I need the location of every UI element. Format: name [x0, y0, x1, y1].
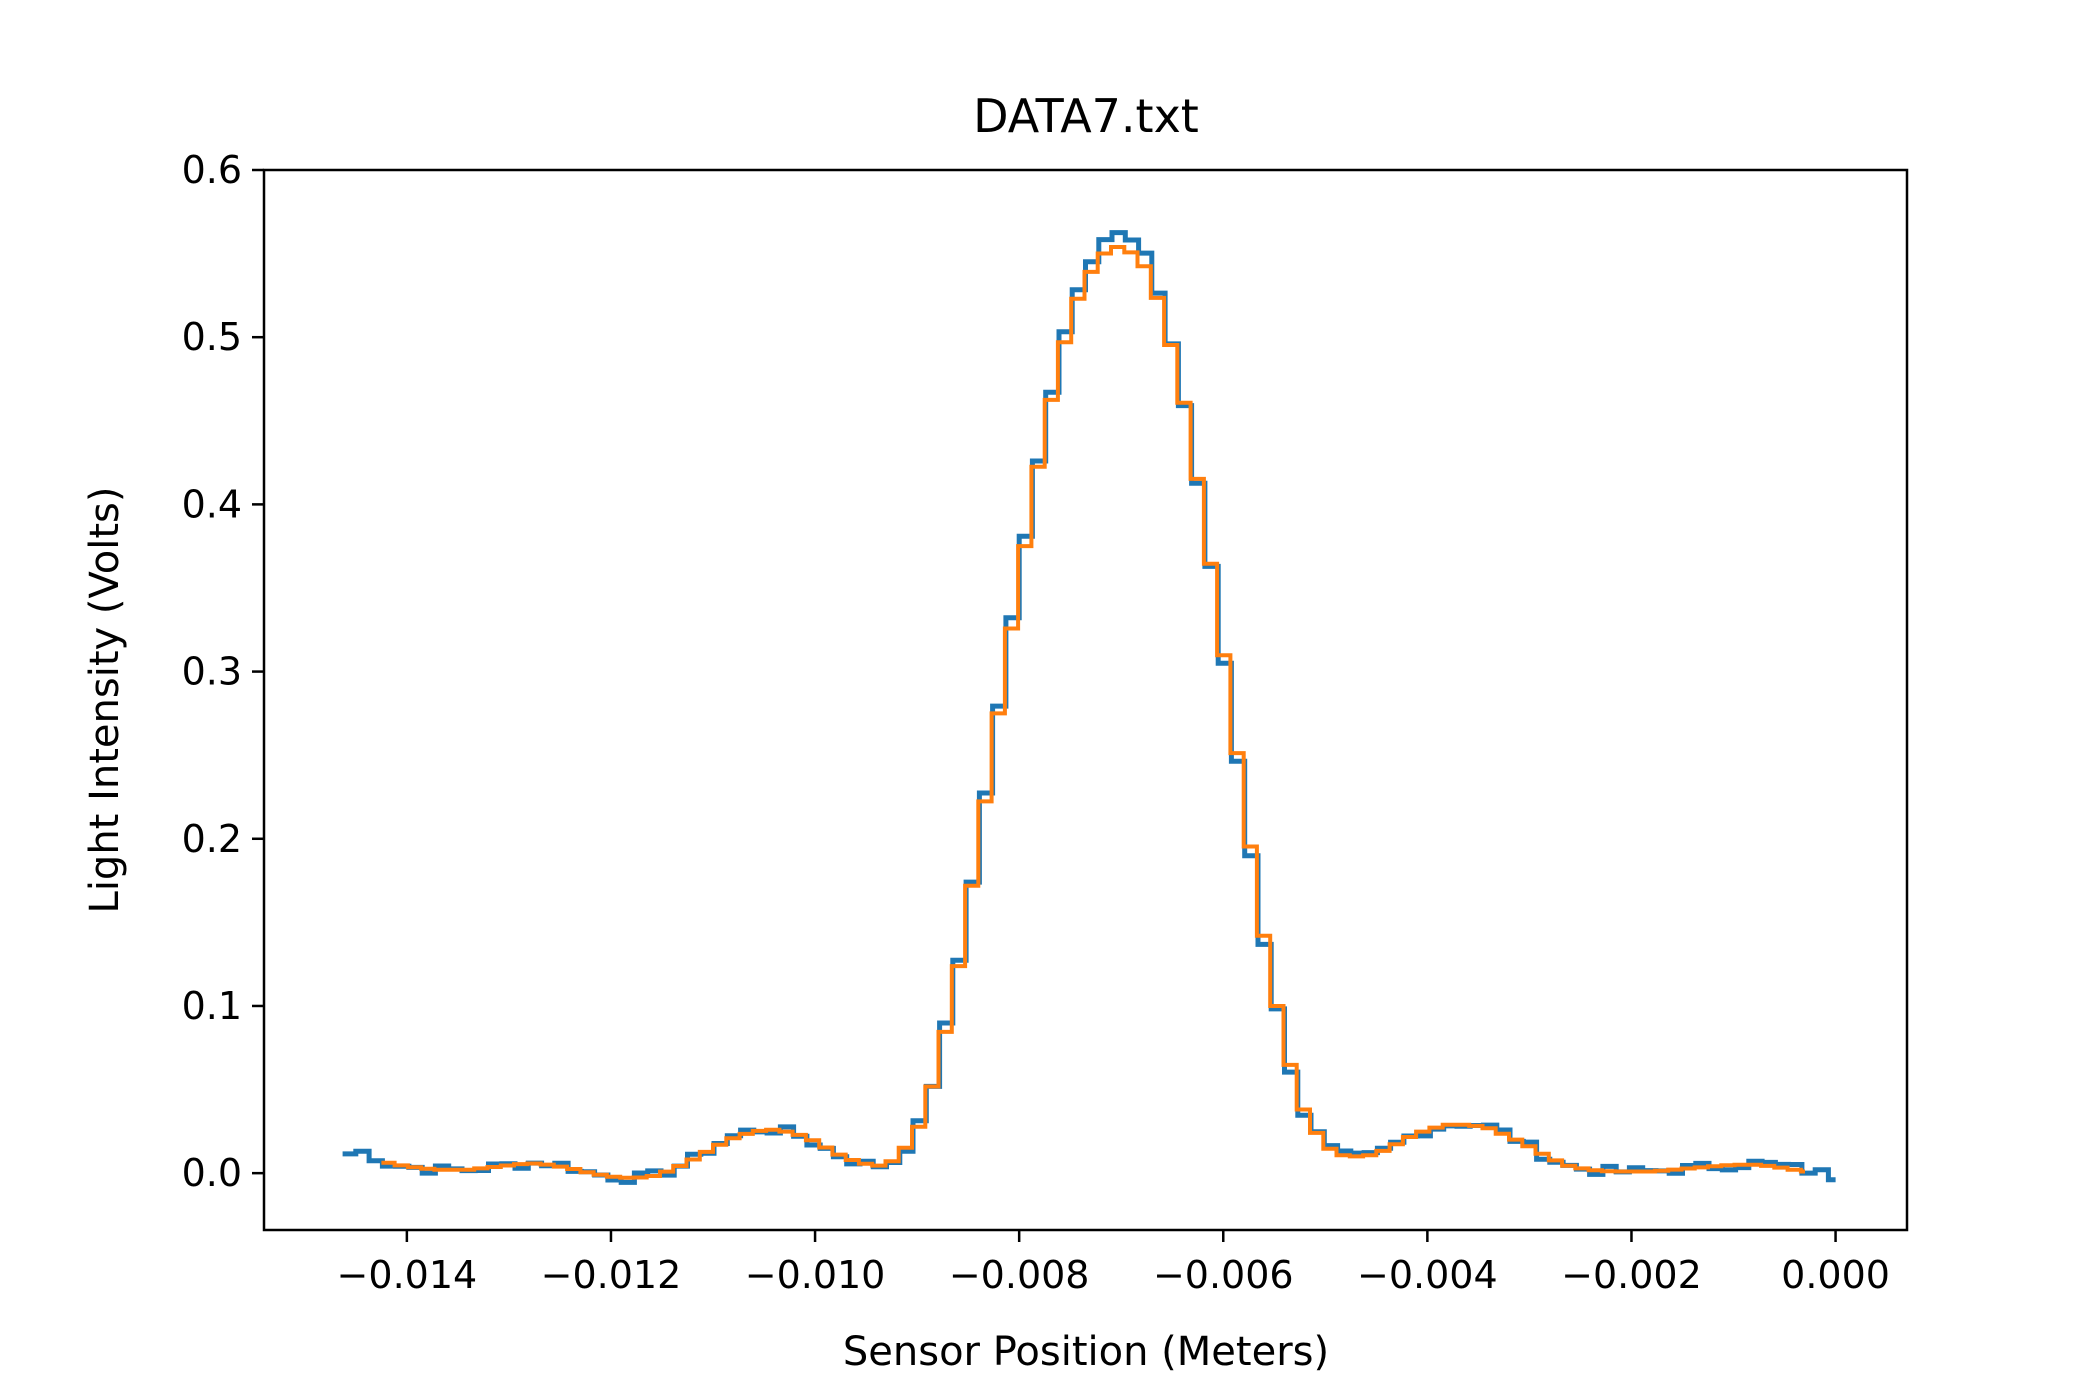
x-tick-label: 0.000: [1781, 1253, 1890, 1297]
y-axis-label: Light Intensity (Volts): [82, 487, 128, 914]
axes-frame: [262, 168, 1909, 1232]
x-tick-label: −0.008: [949, 1253, 1090, 1297]
y-axis: 0.0 0.1 0.2 0.3 0.4 0.5 0.6: [182, 148, 264, 1195]
y-tick-label: 0.1: [182, 984, 242, 1028]
x-tick-label: −0.014: [337, 1253, 478, 1297]
y-tick-label: 0.6: [182, 148, 242, 192]
chart-title: DATA7.txt: [973, 89, 1199, 143]
plot-area: [342, 230, 1836, 1185]
y-tick-label: 0.3: [182, 650, 242, 694]
x-axis: −0.014 −0.012 −0.010 −0.008 −0.006 −0.004 −0.0…: [337, 1230, 1890, 1297]
x-axis-label: Sensor Position (Meters): [843, 1329, 1329, 1375]
x-tick-label: −0.012: [541, 1253, 682, 1297]
x-tick-label: −0.002: [1561, 1253, 1702, 1297]
y-tick-label: 0.2: [182, 817, 242, 861]
y-tick-label: 0.0: [182, 1151, 242, 1195]
x-tick-label: −0.004: [1357, 1253, 1498, 1297]
series-line-fit: [381, 245, 1805, 1180]
y-tick-label: 0.5: [182, 315, 242, 359]
x-tick-label: −0.006: [1153, 1253, 1294, 1297]
y-tick-label: 0.4: [182, 482, 242, 526]
x-tick-label: −0.010: [745, 1253, 886, 1297]
